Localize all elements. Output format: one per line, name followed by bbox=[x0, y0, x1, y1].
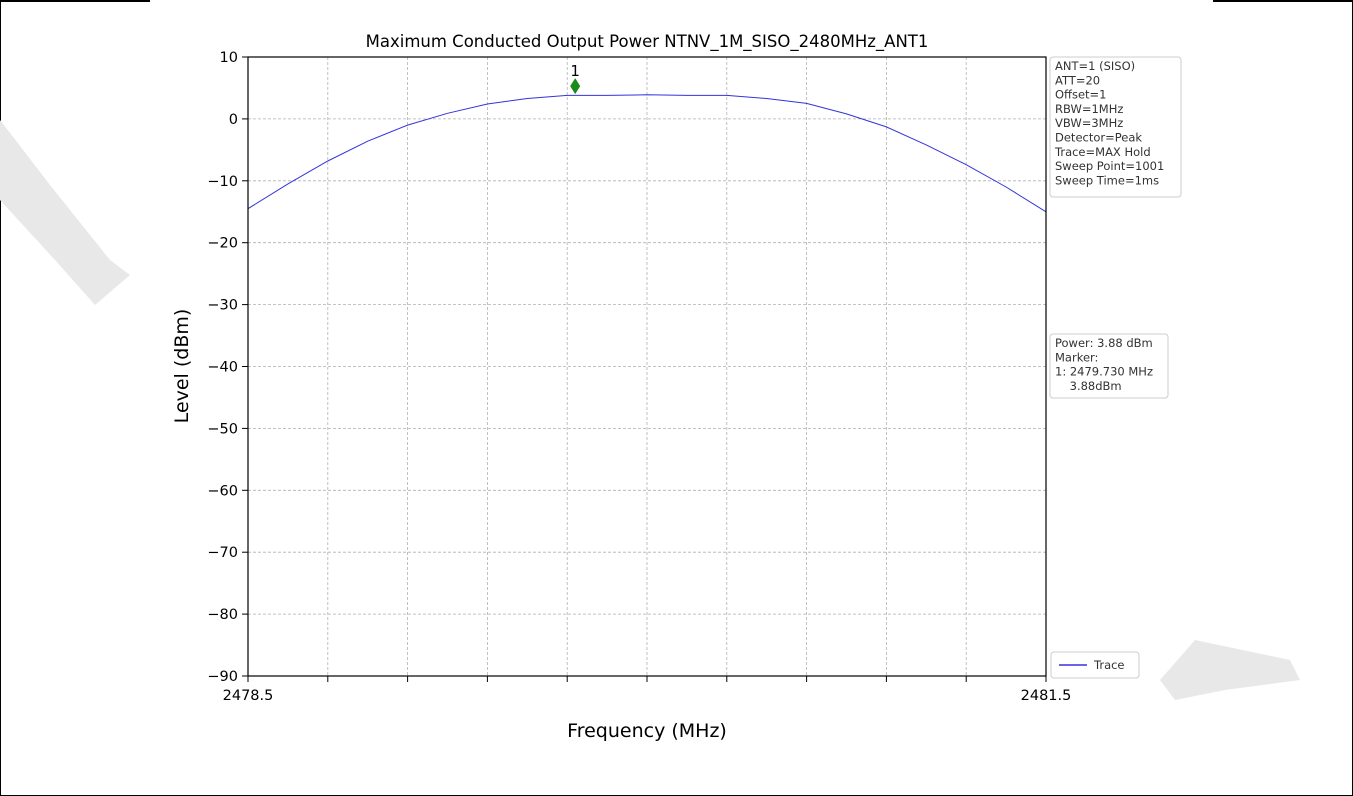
watermark-right-mark bbox=[1160, 640, 1300, 700]
settings-line: Detector=Peak bbox=[1055, 131, 1142, 145]
grid bbox=[247, 56, 1047, 677]
watermark-left-mark bbox=[0, 120, 130, 305]
result-line: Marker: bbox=[1055, 350, 1098, 364]
y-tick-label: −10 bbox=[207, 174, 238, 190]
x-axis-label: Frequency (MHz) bbox=[567, 720, 727, 742]
trace-line bbox=[247, 94, 1047, 213]
y-tick-label: −20 bbox=[207, 236, 238, 252]
marker-diamond bbox=[570, 78, 581, 95]
trace-layer bbox=[247, 94, 1047, 213]
y-tick-label: −40 bbox=[207, 360, 238, 376]
legend: Trace bbox=[1050, 651, 1140, 679]
y-tick-label: 10 bbox=[220, 50, 238, 66]
y-tick-label: −50 bbox=[207, 421, 238, 437]
x-ticks: 2478.5 2481.5 bbox=[223, 676, 1072, 704]
y-axis-label: Level (dBm) bbox=[171, 309, 193, 424]
legend-label: Trace bbox=[1093, 658, 1125, 672]
frame-top-right-line bbox=[1213, 0, 1353, 2]
marker-label: 1 bbox=[570, 62, 580, 80]
settings-line: ANT=1 (SISO) bbox=[1055, 59, 1135, 73]
y-tick-label: −60 bbox=[207, 483, 238, 499]
x-tick-label: 2481.5 bbox=[1021, 688, 1072, 704]
y-ticks: 10 0 −10 −20 −30 −40 −50 −60 −70 −80 −90 bbox=[207, 50, 248, 685]
y-tick-label: −70 bbox=[207, 545, 238, 561]
result-line: 1: 2479.730 MHz bbox=[1055, 365, 1153, 379]
y-tick-label: −80 bbox=[207, 607, 238, 623]
y-tick-label: −90 bbox=[207, 669, 238, 685]
x-tick-label: 2478.5 bbox=[223, 688, 274, 704]
settings-line: Sweep Point=1001 bbox=[1055, 159, 1164, 173]
result-line: 3.88dBm bbox=[1055, 379, 1122, 393]
frame-top-left-line bbox=[0, 0, 150, 2]
settings-line: ATT=20 bbox=[1055, 73, 1100, 87]
settings-line: Trace=MAX Hold bbox=[1054, 145, 1151, 159]
settings-line: Sweep Time=1ms bbox=[1055, 173, 1159, 187]
chart-title: Maximum Conducted Output Power NTNV_1M_S… bbox=[366, 32, 929, 52]
settings-box: ANT=1 (SISO)ATT=20Offset=1RBW=1MHzVBW=3M… bbox=[1049, 56, 1182, 198]
y-tick-label: 0 bbox=[229, 112, 238, 128]
settings-line: RBW=1MHz bbox=[1055, 102, 1123, 116]
y-tick-label: −30 bbox=[207, 298, 238, 314]
settings-line: Offset=1 bbox=[1055, 88, 1107, 102]
result-line: Power: 3.88 dBm bbox=[1055, 336, 1153, 350]
marker-layer: 1 bbox=[570, 62, 581, 95]
settings-line: VBW=3MHz bbox=[1055, 116, 1123, 130]
